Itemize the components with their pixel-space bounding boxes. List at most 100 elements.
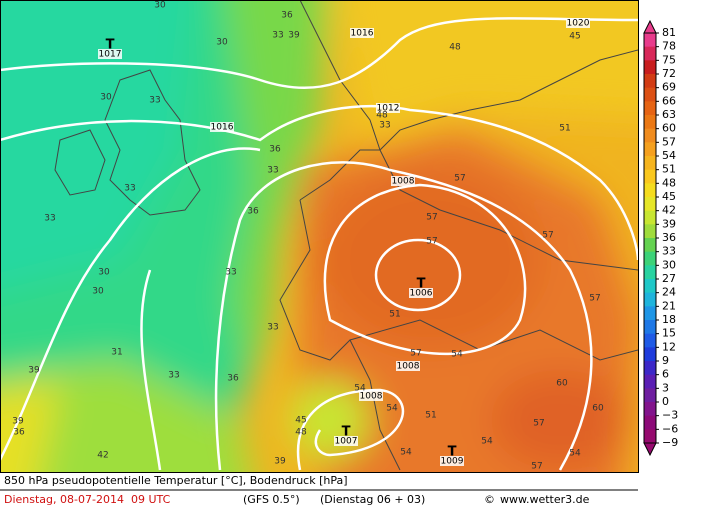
contour-label: 57 bbox=[410, 349, 421, 359]
contour-label: 51 bbox=[389, 310, 400, 320]
isobar-label: 1020 bbox=[567, 19, 590, 29]
colorbar-band bbox=[644, 388, 656, 403]
colorbar-label: −9 bbox=[662, 436, 678, 449]
colorbar-band bbox=[644, 224, 656, 239]
pressure-box bbox=[98, 49, 122, 59]
map-frame bbox=[0, 0, 639, 473]
colorbar-band bbox=[644, 320, 656, 335]
footer-copyright: © bbox=[484, 493, 495, 506]
colorbar-label: 24 bbox=[662, 286, 676, 299]
contour-label: 54 bbox=[386, 404, 398, 414]
colorbar-band bbox=[644, 415, 656, 430]
colorbar-band bbox=[644, 374, 656, 389]
low-pressure: 1007 bbox=[335, 437, 358, 447]
low-symbol: T bbox=[417, 277, 426, 292]
low-symbol: T bbox=[342, 425, 351, 440]
contour-label: 54 bbox=[569, 449, 581, 459]
contour-label: 30 bbox=[92, 287, 104, 297]
pressure-box bbox=[334, 436, 358, 446]
isobar-label: 1008 bbox=[360, 392, 383, 402]
contour-label: 39 bbox=[12, 417, 24, 427]
contour-label: 33 bbox=[149, 96, 160, 106]
colorbar-label: 39 bbox=[662, 217, 676, 230]
colorbar-label: 21 bbox=[662, 299, 676, 312]
colorbar-label: 78 bbox=[662, 40, 676, 53]
contour-label: 42 bbox=[97, 451, 108, 461]
contour-label: 36 bbox=[13, 428, 25, 438]
colorbar-label: 42 bbox=[662, 204, 676, 217]
colorbar-band bbox=[644, 101, 656, 116]
low-symbol: T bbox=[106, 38, 115, 53]
colorbar-band bbox=[644, 128, 656, 143]
colorbar-label: 9 bbox=[662, 354, 669, 367]
contour-label: 57 bbox=[542, 231, 553, 241]
contour-label: 33 bbox=[168, 371, 179, 381]
isobar-label: 1008 bbox=[397, 362, 420, 372]
isobar-label: 1012 bbox=[377, 104, 400, 114]
colorbar-label: 57 bbox=[662, 135, 676, 148]
colorbar-band bbox=[644, 60, 656, 75]
contour-label: 30 bbox=[154, 1, 166, 11]
contour-label: 51 bbox=[559, 124, 570, 134]
colorbar-label: 54 bbox=[662, 149, 676, 162]
contour-label: 36 bbox=[281, 11, 293, 21]
colorbar-label: 27 bbox=[662, 272, 676, 285]
colorbar-band bbox=[644, 265, 656, 280]
colorbar-band bbox=[644, 142, 656, 157]
colorbar-band bbox=[644, 333, 656, 348]
pressure-box bbox=[409, 288, 433, 298]
contour-label: 39 bbox=[28, 366, 40, 376]
colorbar-label: 36 bbox=[662, 231, 676, 244]
isobar-label-box bbox=[376, 103, 400, 113]
contour-label: 33 bbox=[124, 184, 135, 194]
colorbar-band bbox=[644, 46, 656, 61]
contour-label: 54 bbox=[400, 448, 412, 458]
colorbar-label: 6 bbox=[662, 368, 669, 381]
contour-label: 60 bbox=[592, 404, 604, 414]
contour-label: 33 bbox=[272, 31, 283, 41]
footer-date: Dienstag, 08-07-2014 09 UTC bbox=[4, 493, 171, 506]
colorbar-label: 12 bbox=[662, 340, 676, 353]
isobar-label-box bbox=[391, 176, 415, 186]
contour-label: 51 bbox=[425, 411, 436, 421]
colorbar-band bbox=[644, 251, 656, 266]
contour-label: 57 bbox=[426, 213, 437, 223]
contour-label: 45 bbox=[295, 416, 306, 426]
colorbar-label: 69 bbox=[662, 81, 676, 94]
low-pressure: 1009 bbox=[441, 457, 464, 467]
colorbar-label: 30 bbox=[662, 258, 676, 271]
contour-label: 54 bbox=[481, 437, 493, 447]
isobar-label-box bbox=[396, 361, 420, 371]
contour-label: 36 bbox=[227, 374, 239, 384]
colorbar-band bbox=[644, 156, 656, 171]
contour-label: 30 bbox=[216, 38, 228, 48]
contour-label: 39 bbox=[274, 457, 286, 467]
colorbar-band bbox=[644, 361, 656, 376]
colorbar-band bbox=[644, 429, 656, 444]
colorbar-band bbox=[644, 169, 656, 184]
colorbar-label: 0 bbox=[662, 395, 669, 408]
contour-label: 31 bbox=[111, 348, 122, 358]
contour-label: 57 bbox=[454, 174, 465, 184]
contour-label: 57 bbox=[531, 462, 542, 472]
contour-label: 33 bbox=[379, 121, 390, 131]
colorbar-band bbox=[644, 210, 656, 225]
isobar-label-box bbox=[210, 122, 234, 132]
contour-label: 36 bbox=[269, 145, 281, 155]
colorbar-band bbox=[644, 306, 656, 321]
isobar-label: 1016 bbox=[351, 29, 374, 39]
colorbar-label: 75 bbox=[662, 53, 676, 66]
colorbar-label: 51 bbox=[662, 163, 676, 176]
contour-label: 36 bbox=[247, 207, 259, 217]
isobar-label: 1016 bbox=[211, 123, 234, 133]
colorbar-band bbox=[644, 183, 656, 198]
isobar-label-box bbox=[566, 18, 590, 28]
isobar-label-box bbox=[350, 28, 374, 38]
colorbar-label: 72 bbox=[662, 67, 676, 80]
contour-label: 33 bbox=[267, 323, 278, 333]
colorbar-label: 15 bbox=[662, 327, 676, 340]
colorbar-label: 45 bbox=[662, 190, 676, 203]
isobar-label-box bbox=[359, 391, 383, 401]
colorbar-arrow-top bbox=[643, 19, 657, 34]
